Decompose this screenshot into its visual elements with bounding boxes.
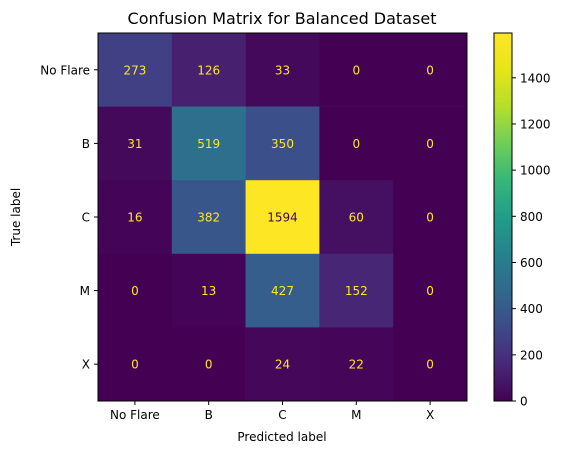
- y-tick-label: X: [82, 358, 90, 372]
- y-tick-label: B: [82, 137, 90, 151]
- cell-value-label: 16: [127, 211, 142, 225]
- cell-value-label: 0: [426, 358, 434, 372]
- cell-value-label: 152: [345, 284, 368, 298]
- cell-value-label: 273: [123, 63, 146, 77]
- y-tick-label: No Flare: [40, 63, 90, 77]
- cell-value-label: 33: [275, 63, 290, 77]
- cell-value-label: 0: [426, 284, 434, 298]
- y-tick-label: M: [80, 284, 90, 298]
- cell-value-label: 0: [426, 137, 434, 151]
- cell-value-label: 13: [201, 284, 216, 298]
- colorbar-tick-label: 0: [520, 395, 528, 409]
- cell-value-label: 24: [275, 358, 290, 372]
- colorbar-tick-label: 200: [520, 348, 543, 362]
- cell-value-label: 0: [205, 358, 213, 372]
- x-axis-ticks: No Flare B C M X: [110, 401, 434, 422]
- cell-value-label: 0: [426, 63, 434, 77]
- cell-value-label: 0: [352, 63, 360, 77]
- cell-value-label: 0: [131, 358, 139, 372]
- cell-value-label: 427: [271, 284, 294, 298]
- colorbar-tick-label: 600: [520, 256, 543, 270]
- y-axis-label: True label: [9, 188, 23, 247]
- colorbar-tick-label: 1200: [520, 117, 551, 131]
- colorbar-gradient: [494, 33, 512, 401]
- y-tick-label: C: [82, 211, 90, 225]
- cell-value-label: 22: [349, 358, 364, 372]
- cell-value-label: 60: [349, 211, 364, 225]
- cell-value-label: 0: [352, 137, 360, 151]
- x-axis-label: Predicted label: [237, 430, 326, 444]
- x-tick-label: No Flare: [110, 408, 160, 422]
- cell-value-label: 519: [197, 137, 220, 151]
- cell-value-label: 31: [127, 137, 142, 151]
- x-tick-label: C: [278, 408, 286, 422]
- colorbar-tick-label: 1400: [520, 71, 551, 85]
- x-tick-label: B: [205, 408, 213, 422]
- y-axis-ticks: No Flare B C M X: [40, 63, 98, 371]
- colorbar-tick-label: 1000: [520, 164, 551, 178]
- matrix-group: 273 126 33 0 0 31 519 350 0 0 16 382 1594 60 0 0 13 427 15…: [98, 33, 467, 401]
- chart-title: Confusion Matrix for Balanced Dataset: [128, 9, 437, 28]
- colorbar-tick-label: 800: [520, 210, 543, 224]
- colorbar: 0 200 400 600 800 1000 1200 1400: [494, 33, 551, 409]
- cell-value-label: 0: [426, 211, 434, 225]
- colorbar-tick-label: 400: [520, 302, 543, 316]
- cell-value-label: 382: [197, 211, 220, 225]
- cell-value-label: 126: [197, 63, 220, 77]
- cell-value-label: 1594: [267, 211, 298, 225]
- x-tick-label: M: [351, 408, 361, 422]
- cell-value-label: 350: [271, 137, 294, 151]
- cell-value-label: 0: [131, 284, 139, 298]
- x-tick-label: X: [426, 408, 434, 422]
